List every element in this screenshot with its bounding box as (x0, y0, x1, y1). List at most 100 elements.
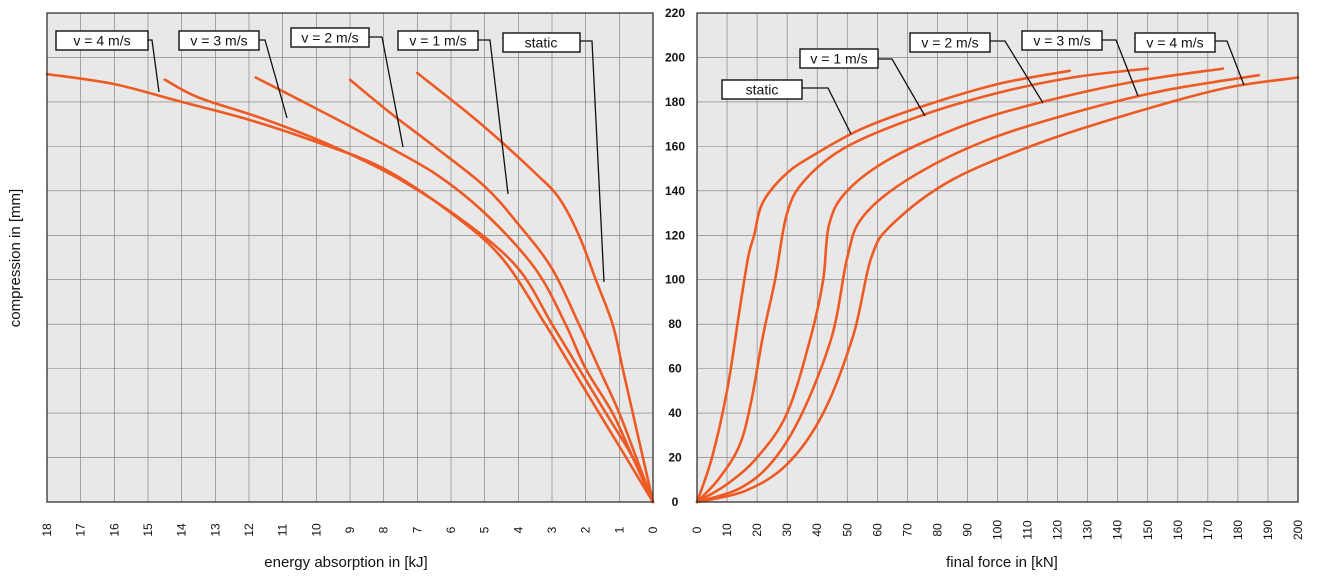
callout-static: static (502, 32, 605, 283)
callout-box (178, 30, 260, 51)
y-tick-label: 160 (665, 139, 685, 153)
callout-leader-line (148, 39, 160, 93)
callout-leader-line (580, 40, 605, 283)
callout-v-2-m-s: v = 2 m/s (909, 32, 1044, 104)
x-tick-label: 100 (991, 520, 1005, 540)
series-line-v-3-m-s (695, 73, 1261, 504)
x-tick-label: 4 (511, 526, 525, 533)
series-label: v = 2 m/s (921, 35, 978, 51)
callout-box (1021, 30, 1103, 51)
callout-box (290, 27, 370, 48)
x-tick-label: 150 (1141, 520, 1155, 540)
x-tick-label: 50 (840, 523, 854, 537)
series-label: v = 2 m/s (301, 30, 358, 46)
x-tick-label: 70 (900, 523, 914, 537)
y-tick-label: 100 (665, 273, 685, 287)
x-tick-label: 7 (410, 526, 424, 533)
series-line-static (695, 69, 1071, 504)
y-tick-label: 40 (668, 406, 682, 420)
series-line-v-1-m-s (695, 67, 1150, 504)
x-tick-label: 12 (242, 523, 256, 537)
x-tick-label: 6 (444, 526, 458, 533)
y-tick-label: 140 (665, 184, 685, 198)
right-x-axis-title: final force in [kN] (946, 554, 1058, 571)
x-tick-label: 10 (720, 523, 734, 537)
y-tick-label: 120 (665, 228, 685, 242)
x-tick-label: 13 (208, 523, 222, 537)
y-tick-label: 20 (668, 451, 682, 465)
energy-absorption-chart: 18 17 16 15 14 13 12 11 10 9 8 7 6 5 4 3 2 1 0v = 4 m/s v =… (40, 12, 660, 537)
callout-v-1-m-s: v = 1 m/s (397, 30, 509, 195)
y-tick-label: 180 (665, 95, 685, 109)
callout-leader-line (878, 58, 926, 117)
x-tick-label: 11 (276, 523, 290, 536)
x-tick-label: 14 (175, 523, 189, 537)
x-tick-label: 90 (960, 523, 974, 537)
callout-box (1134, 32, 1216, 53)
series-label: v = 3 m/s (190, 33, 247, 49)
series-line-v-4-m-s (695, 76, 1300, 504)
callout-leader-line (259, 39, 288, 119)
callout-v-3-m-s: v = 3 m/s (1021, 30, 1139, 97)
x-tick-label: 80 (930, 523, 944, 537)
x-tick-label: 0 (646, 526, 660, 533)
x-tick-label: 170 (1201, 520, 1215, 540)
callout-leader-line (802, 87, 852, 135)
callout-box (909, 32, 991, 53)
x-tick-label: 16 (107, 523, 121, 537)
x-tick-label: 8 (377, 526, 391, 533)
callout-box (502, 32, 581, 53)
plot-frame (46, 12, 654, 503)
x-tick-label: 200 (1291, 520, 1305, 540)
callout-v-1-m-s: v = 1 m/s (799, 48, 926, 117)
callout-v-2-m-s: v = 2 m/s (290, 27, 404, 148)
series-line-v-3-m-s (163, 78, 655, 504)
x-tick-label: 190 (1261, 520, 1275, 540)
callout-leader-line (478, 39, 509, 195)
x-tick-label: 20 (750, 523, 764, 537)
callout-leader-line (990, 40, 1044, 104)
final-force-chart: 0 10 20 30 40 50 60 70 80 90 100 110 120 130 140 150 160… (690, 12, 1305, 540)
callout-v-4-m-s: v = 4 m/s (55, 30, 160, 93)
callout-v-4-m-s: v = 4 m/s (1134, 32, 1245, 86)
x-tick-label: 1 (612, 526, 626, 533)
x-tick-label: 160 (1171, 520, 1185, 540)
x-tick-label: 40 (810, 523, 824, 537)
callout-box (397, 30, 479, 51)
x-tick-label: 110 (1021, 520, 1035, 539)
series-line-v-1-m-s (348, 78, 655, 504)
x-tick-label: 17 (74, 523, 88, 537)
x-tick-label: 9 (343, 526, 357, 533)
callout-static: static (721, 79, 852, 135)
series-label: v = 4 m/s (73, 33, 130, 49)
plot-frame (696, 12, 1299, 503)
x-tick-label: 5 (478, 526, 492, 533)
x-tick-label: 2 (579, 526, 593, 533)
series-label: static (746, 82, 779, 98)
x-tick-label: 140 (1111, 520, 1125, 540)
y-tick-label: 0 (672, 495, 679, 509)
x-tick-label: 18 (40, 523, 54, 537)
x-tick-label: 60 (870, 523, 884, 537)
callout-leader-line (1102, 39, 1139, 97)
x-tick-label: 15 (141, 523, 155, 537)
series-label: v = 4 m/s (1146, 35, 1203, 51)
y-axis-title: compression in [mm] (7, 189, 24, 327)
callout-box (721, 79, 803, 100)
compression-axis-ticks: 0 20 40 60 80 100 120 140 160 180 200 220 (665, 6, 685, 509)
callout-box (55, 30, 149, 51)
callout-leader-line (369, 36, 404, 148)
x-tick-label: 0 (690, 526, 704, 533)
y-tick-label: 60 (668, 362, 682, 376)
series-label: v = 1 m/s (409, 33, 466, 49)
y-tick-label: 220 (665, 6, 685, 20)
x-tick-label: 30 (780, 523, 794, 537)
x-tick-label: 10 (309, 523, 323, 537)
callout-v-3-m-s: v = 3 m/s (178, 30, 288, 119)
callout-leader-line (1215, 40, 1245, 86)
x-tick-label: 120 (1051, 520, 1065, 540)
series-label: v = 1 m/s (810, 51, 867, 67)
series-line-static (416, 71, 655, 504)
series-line-v-2-m-s (254, 76, 655, 504)
